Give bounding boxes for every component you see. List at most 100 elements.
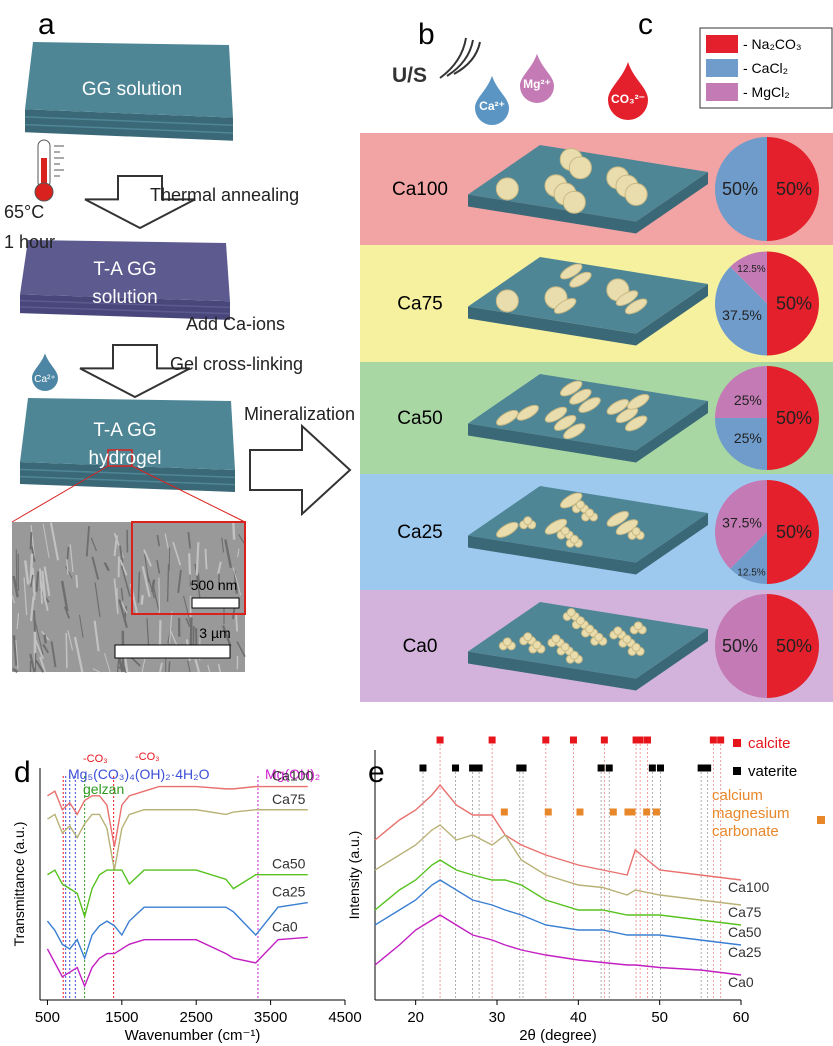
sem-texture [236,613,237,631]
phase-marker [452,765,459,772]
y-axis-label: Intensity (a.u.) [346,831,362,920]
sem-texture [205,549,206,570]
phase-marker [598,765,605,772]
phase-marker [501,809,508,816]
slab-text: GG solution [82,79,182,100]
phase-marker [437,737,444,744]
illustration [12,38,833,702]
phase-marker [606,765,613,772]
sem-texture [169,547,170,571]
mineral-particle [503,638,511,646]
sem-texture [45,635,46,644]
series-label: Ca100 [272,768,313,784]
phase-marker [653,809,660,816]
series-label: Ca0 [728,974,754,990]
scale-label: 3 µm [199,625,230,641]
legend-label: - Na₂CO₃ [743,36,802,52]
mineral-particle [524,633,532,641]
series-label: Ca100 [728,879,769,895]
slab-text: T-A GG [93,259,156,280]
phase-marker [542,737,549,744]
phase-marker [570,737,577,744]
ion-drop [608,62,648,120]
phase-marker [710,737,717,744]
row-label: Ca25 [397,522,442,543]
phase-marker [576,809,583,816]
series-label: Ca25 [272,884,306,900]
sem-texture [142,595,143,605]
annotation: gelzan [83,781,124,797]
legend-label: calcite [748,735,791,752]
mineral-particle [595,633,603,641]
mineral-particle [632,527,640,535]
x-axis-label: 2θ (degree) [519,1027,597,1044]
ion-text: CO₃²⁻ [611,92,645,106]
slice-label: 50% [776,294,812,314]
slice-label: 50% [722,636,758,656]
x-tick-label: 500 [35,1009,60,1026]
slice-label: 50% [776,522,812,542]
slice-label: 25% [734,430,762,446]
x-tick-label: 2500 [180,1009,213,1026]
mineral-particle [496,178,518,200]
phase-marker [476,765,483,772]
phase-marker [489,737,496,744]
slice-label: 12.5% [737,567,765,578]
phase-marker [643,809,650,816]
spectrum-line [47,937,307,986]
legend-label: magnesium [712,805,790,822]
legend-label: vaterite [748,763,797,780]
mineral-particle [561,527,569,535]
sem-texture [66,633,67,668]
sem-texture [16,549,17,587]
legend-swatch [817,816,825,824]
x-tick-label: 20 [407,1009,424,1026]
series-label: Ca75 [728,904,762,920]
phase-marker [637,737,644,744]
slab-text: hydrogel [89,448,162,469]
page: a GG solution Thermal annealing 65°C 1 h… [0,0,833,1046]
scale-label: 500 nm [191,577,238,593]
mineral-particle [524,517,532,525]
mineral-particle [623,635,631,643]
x-tick-label: 3500 [254,1009,287,1026]
phase-marker [520,765,527,772]
scale-bar [192,598,239,608]
mineral-particle [567,608,575,616]
slice-label: 50% [722,179,758,199]
legend-label: - CaCl₂ [743,60,788,76]
scale-bar [115,645,230,658]
sem-texture [233,522,234,539]
spectrum-line [375,825,741,905]
ultrasound-text: U/S [392,64,427,87]
x-tick-label: 60 [733,1009,750,1026]
sem-texture [67,547,68,560]
phase-marker [629,809,636,816]
phase-marker [698,765,705,772]
annotation: -CO₃ [83,753,108,765]
slab-text: solution [92,287,158,308]
mineral-particle [570,651,578,659]
phase-marker [469,765,476,772]
slice-label: 37.5% [722,307,762,323]
sem-texture [159,578,160,614]
mineral-particle [576,617,584,625]
legend-label: calcium [712,787,763,804]
legend-swatch [733,739,741,747]
row-label: Ca50 [397,408,442,429]
sem-texture [169,661,170,672]
phase-marker [649,765,656,772]
thermometer-bulb [35,183,53,201]
phase-marker [610,809,617,816]
step-text: Thermal annealing [150,185,299,205]
phase-marker [657,765,664,772]
row-label: Ca75 [397,294,442,315]
panel-label: c [638,8,653,41]
slice-label: 37.5% [722,515,762,531]
process-arrow [250,426,350,514]
mineral-particle [569,157,591,179]
condition-text: 1 hour [4,232,55,252]
spectrum-line [47,810,307,870]
mineral-particle [576,501,584,509]
panel-label: b [418,18,435,51]
